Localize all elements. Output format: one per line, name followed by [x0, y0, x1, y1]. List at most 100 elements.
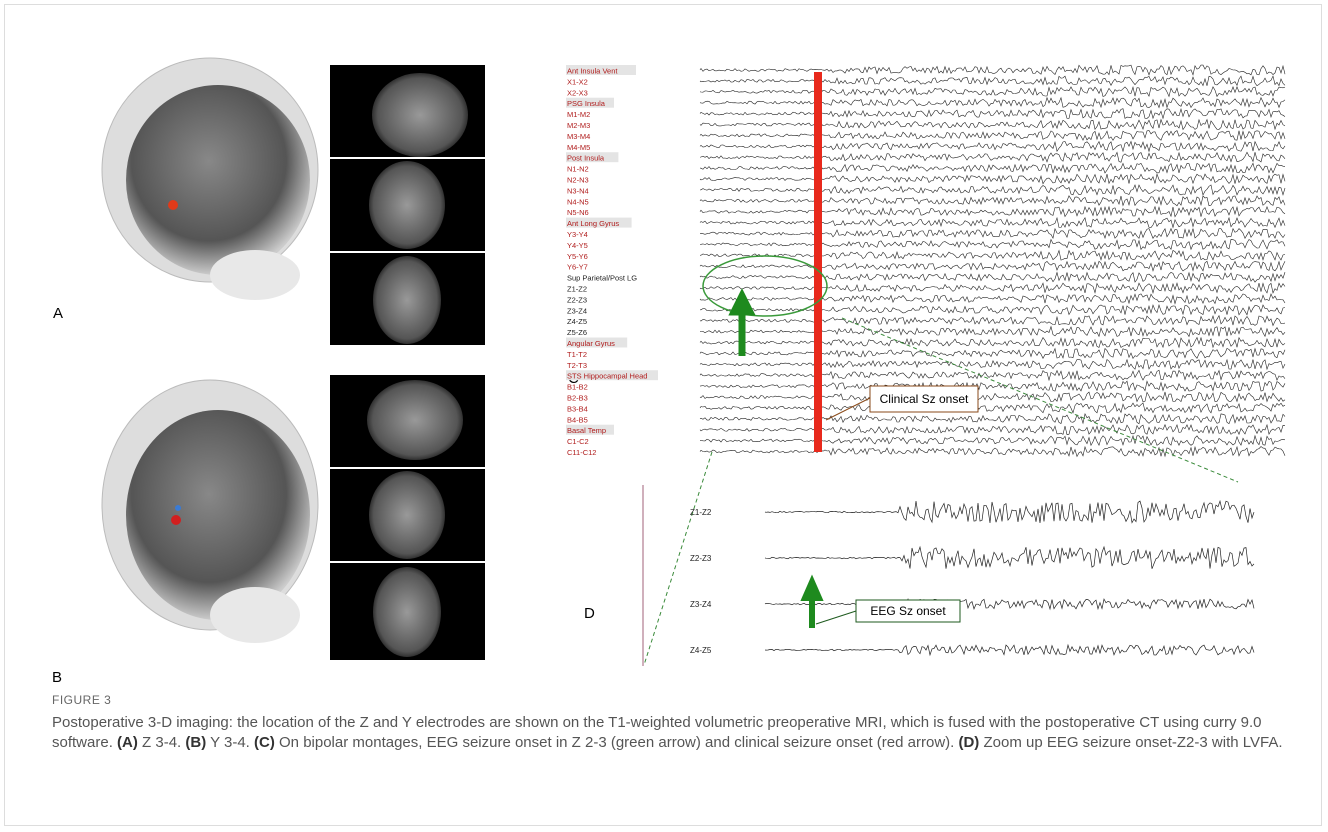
- eeg-trace: [700, 152, 1285, 162]
- caption-segment: (D): [958, 734, 979, 751]
- caption: Postoperative 3-D imaging: the location …: [52, 713, 1292, 753]
- eeg-trace: [700, 163, 1285, 173]
- eeg-onset-arrow: [805, 582, 819, 628]
- eeg-trace: [700, 381, 1285, 391]
- caption-segment: Zoom up EEG seizure onset-Z2-3 with LVFA…: [979, 734, 1282, 751]
- eeg-trace: [700, 87, 1285, 97]
- onset-circle: [703, 256, 827, 316]
- eeg-trace: [700, 348, 1285, 358]
- channel-label: M4-M5: [567, 143, 590, 152]
- eeg-trace: [765, 547, 1254, 569]
- eeg-trace: [700, 370, 1285, 380]
- channel-label: B4-B5: [567, 415, 588, 424]
- channel-label: Y6-Y7: [567, 263, 588, 272]
- clinical-onset-label: Clinical Sz onset: [880, 392, 969, 406]
- figure-label: FIGURE 3: [52, 693, 111, 707]
- eeg-trace: [700, 65, 1285, 75]
- panel-b-brain: [102, 380, 318, 643]
- eeg-trace: [700, 414, 1285, 424]
- channel-label: X2-X3: [567, 88, 588, 97]
- zoom-channel-label: Z2-Z3: [690, 554, 712, 563]
- eeg-trace: [700, 207, 1285, 217]
- eeg-trace: [700, 272, 1285, 282]
- channel-label: Z4-Z5: [567, 317, 587, 326]
- panel-label: B: [52, 669, 62, 686]
- caption-segment: (C): [254, 734, 275, 751]
- channel-label: N1-N2: [567, 165, 589, 174]
- panel-a-slices: [330, 65, 485, 345]
- panel-label: A: [53, 305, 63, 322]
- eeg-onset-arrow: [734, 296, 750, 356]
- eeg-trace: [700, 283, 1285, 293]
- callout-line: [816, 611, 856, 624]
- channel-label: C1-C2: [567, 437, 589, 446]
- eeg-trace: [700, 316, 1285, 326]
- panel-a-brain: [102, 58, 318, 300]
- channel-label: Y5-Y6: [567, 252, 588, 261]
- channel-label: Y4-Y5: [567, 241, 588, 250]
- channel-label: B2-B3: [567, 394, 588, 403]
- eeg-trace: [700, 120, 1285, 130]
- zoom-traces: Z1-Z2 Z2-Z3 Z3-Z4 Z4-Z5: [690, 501, 1254, 655]
- eeg-trace: [765, 599, 1254, 609]
- panel-label: D: [584, 605, 595, 622]
- caption-segment: Y 3-4.: [206, 734, 254, 751]
- zoom-channel-label: Z4-Z5: [690, 646, 712, 655]
- eeg-trace: [700, 141, 1285, 151]
- channel-label: N5-N6: [567, 208, 589, 217]
- eeg-trace: [700, 294, 1285, 304]
- channel-label: Ant Insula Vent: [567, 67, 618, 76]
- eeg-trace: [700, 239, 1285, 249]
- eeg-trace: [700, 185, 1285, 195]
- channel-label: Angular Gyrus: [567, 339, 615, 348]
- channel-label: STS Hippocampal Head: [567, 372, 647, 381]
- callout-line: [826, 398, 870, 420]
- channel-label: Basal Temp: [567, 426, 606, 435]
- caption-segment: (B): [185, 734, 206, 751]
- eeg-trace: [700, 392, 1285, 402]
- channel-label: T2-T3: [567, 361, 587, 370]
- eeg-trace: [700, 98, 1285, 108]
- channel-label: PSG Insula: [567, 99, 606, 108]
- eeg-trace: [700, 76, 1285, 86]
- channel-label: N4-N5: [567, 197, 589, 206]
- channel-label: C11-C12: [567, 448, 596, 457]
- eeg-trace: [700, 360, 1285, 370]
- eeg-trace: [700, 327, 1285, 337]
- zoom-channel-label: Z3-Z4: [690, 600, 712, 609]
- channel-label: N2-N3: [567, 176, 589, 185]
- clinical-onset-marker: [814, 72, 822, 452]
- zoom-channel-label: Z1-Z2: [690, 508, 712, 517]
- channel-label: T1-T2: [567, 350, 587, 359]
- caption-segment: Z 3-4.: [138, 734, 186, 751]
- eeg-trace: [765, 501, 1254, 523]
- eeg-trace: [700, 229, 1285, 239]
- channel-label: N3-N4: [567, 186, 589, 195]
- eeg-trace: [700, 436, 1285, 446]
- eeg-trace: [700, 447, 1285, 457]
- channel-label: X1-X2: [567, 77, 588, 86]
- channel-label: Post Insula: [567, 154, 605, 163]
- eeg-trace: [700, 338, 1285, 348]
- eeg-trace: [700, 218, 1285, 228]
- page: A B C D Ant Insula VentX1-X2X2-X3PSG Ins…: [0, 0, 1328, 832]
- channel-label: Z3-Z4: [567, 306, 587, 315]
- eeg-onset-label: EEG Sz onset: [870, 604, 946, 618]
- channel-label: Z1-Z2: [567, 285, 587, 294]
- caption-segment: (A): [117, 734, 138, 751]
- eeg-trace: [700, 174, 1285, 184]
- eeg-trace: [700, 403, 1285, 413]
- eeg-traces: [700, 65, 1285, 457]
- channel-label: B3-B4: [567, 404, 588, 413]
- eeg-trace: [700, 196, 1285, 206]
- channel-label: Z2-Z3: [567, 295, 587, 304]
- channel-label: Z5-Z6: [567, 328, 587, 337]
- eeg-trace: [700, 109, 1285, 119]
- caption-segment: On bipolar montages, EEG seizure onset i…: [275, 734, 959, 751]
- channel-label: Y3-Y4: [567, 230, 588, 239]
- eeg-trace: [700, 261, 1285, 271]
- channel-label: M3-M4: [567, 132, 590, 141]
- channel-label: Ant Long Gyrus: [567, 219, 619, 228]
- channel-label: Sup Parietal/Post LG: [567, 274, 637, 283]
